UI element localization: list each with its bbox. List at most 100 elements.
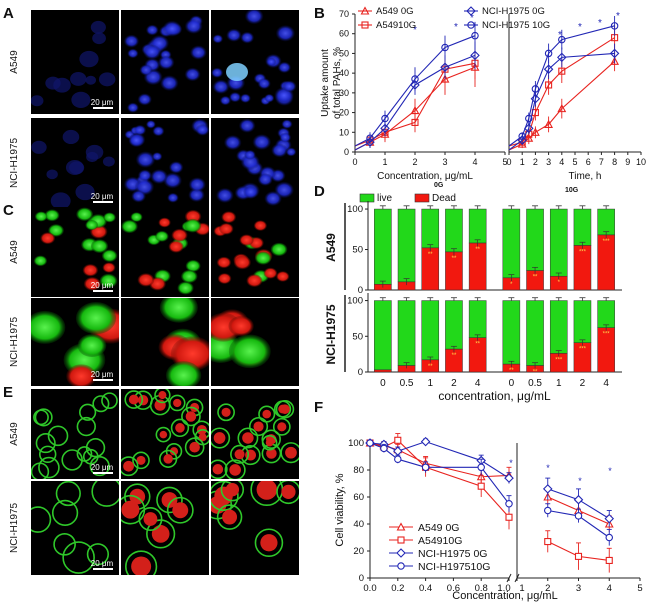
membrane-ring — [275, 399, 295, 419]
b-significance-star: * — [470, 13, 474, 24]
b-significance-star: * — [616, 11, 620, 22]
f-x-tick-label: 0.6 — [447, 583, 460, 594]
b-data-point — [530, 127, 540, 136]
nucleus-blue — [226, 28, 242, 42]
d-row-label: NCI-H1975 — [324, 304, 338, 364]
b-data-point — [441, 43, 449, 52]
d-legend-live-swatch — [359, 193, 375, 203]
b-y-tick-label: 70 — [339, 9, 349, 19]
b-x-tick-label: 5 — [502, 157, 507, 167]
b-data-point — [544, 119, 554, 128]
membrane-ring — [79, 403, 97, 421]
b-legend-label: A54910G — [376, 20, 416, 31]
nucleus-blue — [102, 156, 115, 167]
b-data-point — [525, 114, 533, 123]
nucleus-blue — [131, 189, 147, 203]
b-data-point — [558, 67, 566, 75]
membrane-ring — [280, 442, 299, 464]
micro-panel-c-3-0: 20 μm — [31, 298, 119, 386]
live-cell — [228, 334, 271, 369]
nucleus-red — [212, 464, 224, 475]
nucleus-blue — [162, 20, 182, 37]
micro-cells — [31, 392, 118, 479]
nucleus-blue — [145, 24, 159, 36]
micro-panel-a-1-0: 20 μm — [31, 118, 119, 208]
nucleus-blue — [152, 125, 165, 137]
nucleus-blue — [239, 93, 252, 104]
d-y-tick-label: 100 — [347, 296, 363, 307]
nucleus-blue — [85, 144, 104, 160]
b-x-tick-label: 8 — [612, 157, 617, 167]
nucleus-blue — [133, 124, 147, 136]
nucleus-red — [154, 399, 166, 411]
b-x-tick-label: 0 — [352, 157, 357, 167]
membrane-ring — [138, 507, 163, 531]
b-data-point — [610, 56, 620, 65]
nucleus-blue — [212, 34, 224, 44]
b-x-tick-label: 5 — [572, 157, 577, 167]
d-x-tick-label: 0 — [380, 378, 386, 389]
f-data-point — [605, 533, 613, 542]
live-cell — [155, 230, 169, 242]
d-group-label: 0G — [434, 182, 444, 189]
f-legend-marker — [397, 536, 405, 544]
d-live-bar — [374, 300, 392, 371]
d-x-tick-label: 0.5 — [400, 378, 414, 389]
micro-row-label: A549 — [9, 50, 20, 74]
nucleus-blue — [143, 44, 162, 60]
membrane-ring — [47, 425, 69, 447]
d-x-tick-label: 0.5 — [528, 378, 542, 389]
b-significance-star: * — [558, 30, 562, 41]
micro-cells — [33, 207, 118, 291]
b-x-tick-label: 0 — [506, 157, 511, 167]
d-x-tick-label: 2 — [580, 378, 586, 389]
d-significance-star: ** — [452, 353, 457, 359]
nucleus-blue — [281, 119, 293, 129]
micro-panel-c-3-2 — [211, 298, 299, 386]
membrane-ring — [35, 433, 56, 454]
f-y-tick-label: 60 — [353, 492, 364, 503]
nucleus-blue — [127, 48, 139, 59]
dead-cell — [83, 276, 101, 291]
b-data-point — [543, 64, 554, 74]
scale-bar-label: 20 μm — [91, 281, 114, 290]
dead-cell — [217, 273, 232, 284]
d-significance-star: ** — [533, 370, 538, 376]
b-legend-label: A549 0G — [376, 6, 414, 17]
d-significance-star: *** — [555, 357, 563, 363]
f-y-tick-label: 20 — [353, 546, 364, 557]
nucleus-red — [169, 447, 179, 456]
f-data-point — [477, 482, 485, 490]
f-y-label: Cell viability, % — [334, 473, 346, 546]
d-live-bar — [597, 208, 615, 236]
b-data-point — [524, 133, 534, 142]
f-data-point — [505, 499, 513, 508]
b-data-point — [558, 35, 566, 44]
nucleus-blue — [277, 61, 292, 74]
d-significance-star: *** — [603, 332, 611, 338]
d-x-tick-label: 0 — [509, 378, 515, 389]
dead-cell — [233, 255, 251, 270]
micro-panel-e-4-1 — [121, 389, 209, 479]
f-data-point — [393, 446, 403, 456]
nucleus-blue — [69, 161, 85, 175]
nucleus-red — [260, 534, 278, 552]
d-x-label: concentration, μg/mL — [438, 389, 551, 403]
live-cell — [31, 310, 66, 344]
b-y-tick-label: 10 — [339, 127, 349, 137]
nucleus-blue — [264, 93, 275, 103]
micro-cells — [211, 481, 299, 558]
nucleus-blue — [79, 50, 99, 68]
nucleus-red — [173, 398, 182, 408]
membrane-ring — [216, 504, 243, 530]
f-significance-star: * — [608, 466, 612, 476]
nucleus-blue — [70, 72, 87, 86]
micro-row-label: NCI-H1975 — [9, 138, 20, 188]
b-legend-label: NCI-H1975 0G — [482, 6, 545, 17]
nucleus-blue — [211, 67, 224, 78]
b-significance-star: * — [578, 22, 582, 33]
micro-panel-a-1-2 — [211, 118, 299, 208]
d-legend-dead-label: Dead — [432, 193, 456, 204]
bright-cell — [226, 63, 248, 81]
f-data-point — [542, 484, 553, 494]
